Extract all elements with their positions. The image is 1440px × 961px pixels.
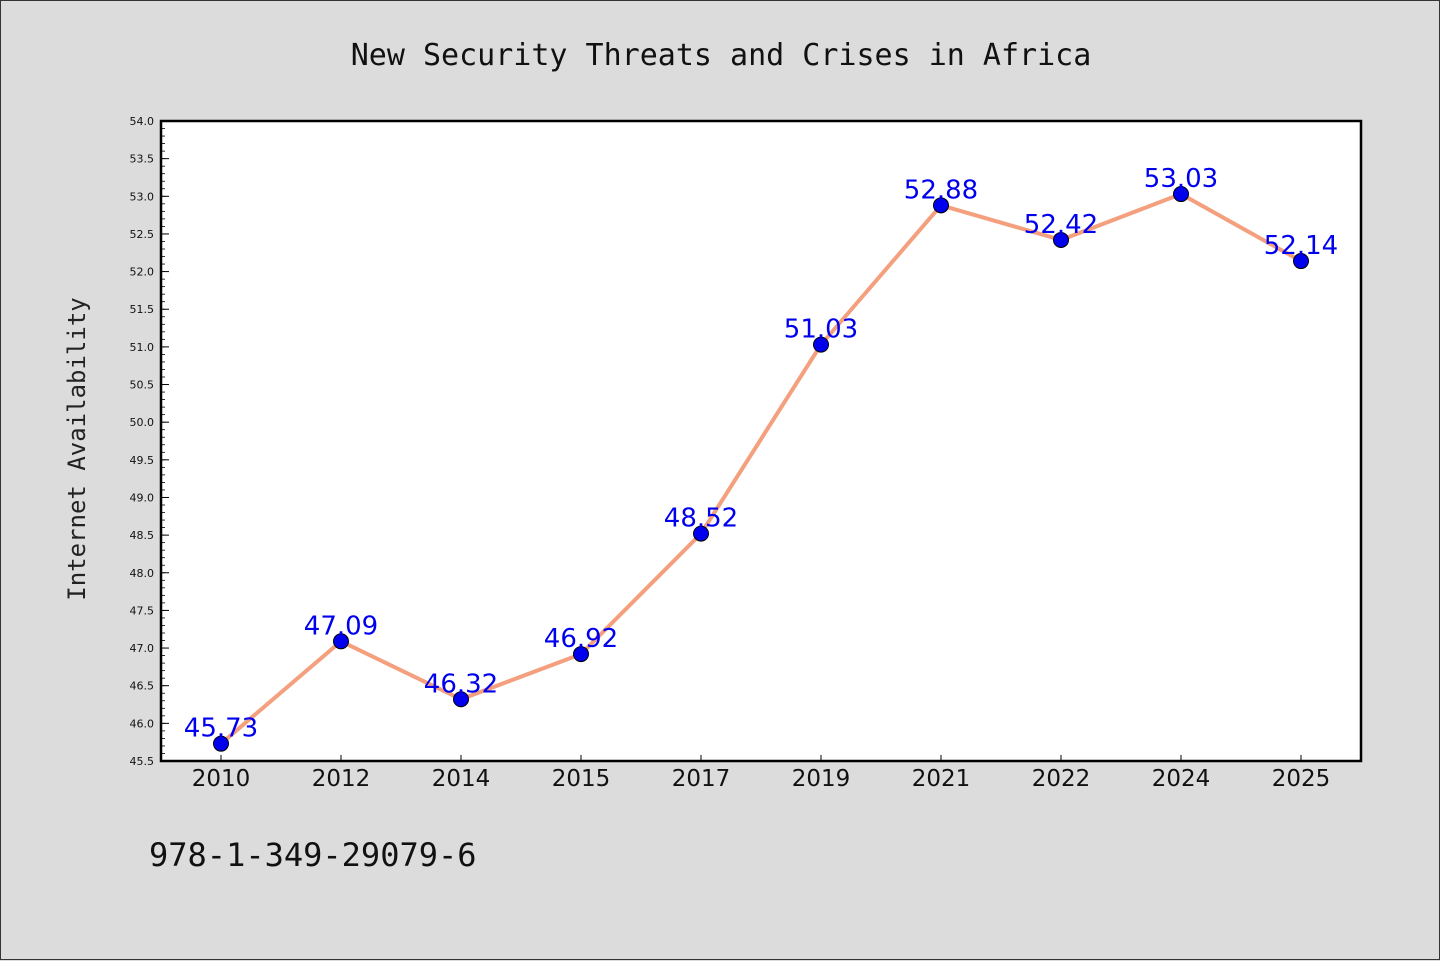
y-tick-label: 45.5 xyxy=(130,755,155,768)
y-tick-label: 47.0 xyxy=(130,642,155,655)
data-label: 46.92 xyxy=(544,624,618,654)
y-tick-label: 54.0 xyxy=(130,115,155,128)
y-tick-label: 51.5 xyxy=(130,303,155,316)
x-tick-label: 2024 xyxy=(1152,766,1211,792)
y-tick-label: 48.5 xyxy=(130,529,155,542)
x-tick-label: 2017 xyxy=(672,766,731,792)
x-tick-label: 2022 xyxy=(1032,766,1091,792)
y-tick-label: 53.5 xyxy=(130,153,155,166)
x-tick-label: 2010 xyxy=(192,766,251,792)
data-point xyxy=(333,633,349,650)
data-label: 48.52 xyxy=(664,504,738,534)
isbn-text: 978-1-349-29079-6 xyxy=(149,836,477,874)
y-tick-label: 49.5 xyxy=(130,454,155,467)
series-group: 45.73 47.09 46.32 46.92 48.52 51.03 52.88 52.42… xyxy=(184,164,1338,752)
data-point xyxy=(933,197,949,214)
x-tick-label: 2012 xyxy=(312,766,371,792)
y-tick-label: 46.0 xyxy=(130,717,155,730)
data-label: 45.73 xyxy=(184,714,258,744)
data-point xyxy=(813,336,829,353)
data-label: 52.42 xyxy=(1024,210,1098,240)
y-tick-label: 48.0 xyxy=(130,567,155,580)
x-tick-label: 2021 xyxy=(912,766,971,792)
x-tick-label: 2014 xyxy=(432,766,491,792)
x-axis: 2010 2012 2014 2015 2017 2019 2021 2022 2024 2025 xyxy=(192,755,1331,792)
data-point xyxy=(453,691,469,708)
data-label: 52.14 xyxy=(1264,231,1338,261)
x-tick-label: 2019 xyxy=(792,766,851,792)
data-point xyxy=(573,646,589,663)
x-tick-label: 2025 xyxy=(1272,766,1331,792)
data-label: 51.03 xyxy=(784,315,858,345)
x-tick-label: 2015 xyxy=(552,766,611,792)
y-tick-label: 52.5 xyxy=(130,228,155,241)
data-point xyxy=(1053,231,1069,248)
y-axis: 45.5 46.0 46.5 47.0 47.5 48.0 48.5 49.0 49.5 50.0… xyxy=(130,115,169,768)
data-label: 47.09 xyxy=(304,611,378,641)
series-line xyxy=(219,192,1302,746)
data-point xyxy=(693,525,709,542)
data-label: 53.03 xyxy=(1144,164,1218,194)
y-axis-label: Internet Availability xyxy=(63,297,91,600)
y-tick-label: 50.0 xyxy=(130,416,155,429)
y-tick-label: 46.5 xyxy=(130,680,155,693)
data-point xyxy=(213,735,229,752)
y-tick-label: 53.0 xyxy=(130,190,155,203)
chart-title: New Security Threats and Crises in Afric… xyxy=(351,38,1092,73)
data-label: 52.88 xyxy=(904,175,978,205)
y-tick-label: 52.0 xyxy=(130,266,155,279)
y-tick-label: 50.5 xyxy=(130,379,155,392)
data-point xyxy=(1293,253,1309,270)
data-point xyxy=(1173,186,1189,203)
y-tick-label: 49.0 xyxy=(130,491,155,504)
data-label: 46.32 xyxy=(424,669,498,699)
y-tick-label: 47.5 xyxy=(130,604,155,617)
y-tick-label: 51.0 xyxy=(130,341,155,354)
